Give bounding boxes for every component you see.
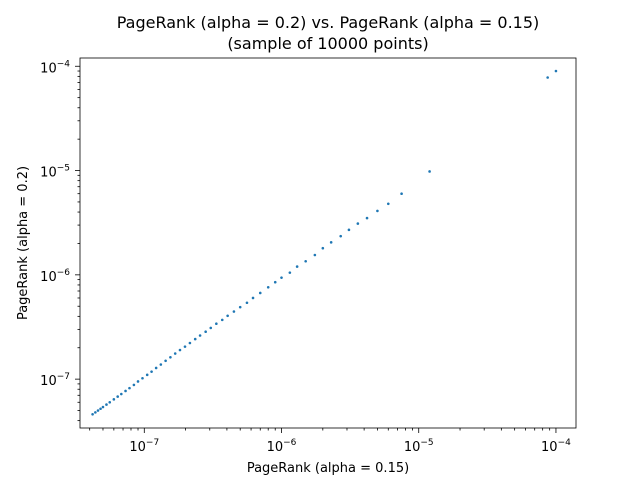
data-point bbox=[188, 341, 192, 345]
data-point bbox=[116, 395, 119, 398]
data-point bbox=[120, 392, 123, 396]
data-point bbox=[238, 305, 242, 309]
data-point bbox=[136, 380, 140, 383]
data-point bbox=[329, 241, 333, 244]
y-tick-label: 10−4 bbox=[40, 59, 70, 76]
data-point bbox=[99, 407, 102, 411]
data-point bbox=[169, 355, 172, 359]
x-tick-label: 10−7 bbox=[129, 438, 159, 455]
data-point bbox=[365, 216, 369, 220]
data-point bbox=[198, 334, 202, 337]
data-point bbox=[339, 234, 343, 238]
data-point bbox=[178, 348, 182, 352]
data-point bbox=[91, 413, 94, 416]
x-tick-label: 10−4 bbox=[541, 438, 571, 455]
data-point bbox=[546, 76, 549, 79]
data-point bbox=[226, 314, 229, 318]
data-point bbox=[105, 403, 108, 406]
data-point bbox=[183, 345, 187, 348]
data-point bbox=[101, 405, 105, 409]
y-tick-label: 10−5 bbox=[40, 164, 70, 181]
data-point bbox=[154, 366, 158, 370]
y-tick-label: 10−6 bbox=[40, 268, 70, 285]
data-points bbox=[91, 69, 558, 416]
data-point bbox=[209, 326, 213, 330]
data-point bbox=[173, 352, 177, 355]
data-point bbox=[321, 246, 325, 250]
data-point bbox=[376, 209, 379, 213]
data-point bbox=[273, 280, 277, 284]
data-point bbox=[232, 310, 236, 313]
data-point bbox=[132, 383, 136, 387]
data-point bbox=[400, 192, 403, 195]
data-point bbox=[554, 69, 558, 73]
data-point bbox=[258, 291, 262, 295]
data-point bbox=[112, 398, 116, 401]
data-point bbox=[124, 389, 127, 393]
data-point bbox=[94, 411, 97, 414]
data-point bbox=[215, 322, 218, 326]
data-point bbox=[128, 386, 131, 390]
data-point bbox=[304, 259, 307, 263]
data-point bbox=[356, 222, 360, 225]
axis-ticks: 10−7 10−6 10−5 10−4 10−7 10−6 10−5 10−4 bbox=[40, 59, 571, 455]
data-point bbox=[280, 276, 283, 279]
data-point bbox=[245, 301, 249, 305]
data-point bbox=[251, 296, 255, 300]
data-point bbox=[193, 337, 197, 341]
data-point bbox=[428, 170, 431, 173]
data-point bbox=[266, 285, 270, 289]
data-point bbox=[164, 359, 167, 363]
data-point bbox=[150, 370, 153, 373]
x-tick-label: 10−5 bbox=[404, 438, 434, 455]
y-axis-label: PageRank (alpha = 0.2) bbox=[16, 166, 31, 320]
data-point bbox=[295, 265, 299, 268]
data-point bbox=[159, 363, 163, 366]
data-point bbox=[108, 400, 112, 404]
data-point bbox=[220, 318, 224, 322]
data-point bbox=[145, 373, 149, 377]
y-tick-label: 10−7 bbox=[40, 372, 70, 389]
data-point bbox=[386, 202, 390, 206]
data-point bbox=[96, 409, 100, 412]
data-point bbox=[347, 228, 351, 232]
data-point bbox=[204, 330, 207, 334]
chart-subtitle: (sample of 10000 points) bbox=[227, 34, 428, 53]
chart-title: PageRank (alpha = 0.2) vs. PageRank (alp… bbox=[117, 13, 540, 32]
data-point bbox=[141, 376, 144, 380]
data-point bbox=[313, 253, 317, 257]
plot-frame bbox=[79, 57, 577, 429]
x-tick-label: 10−6 bbox=[267, 438, 297, 455]
data-point bbox=[288, 271, 292, 274]
x-axis-label: PageRank (alpha = 0.15) bbox=[247, 461, 409, 476]
